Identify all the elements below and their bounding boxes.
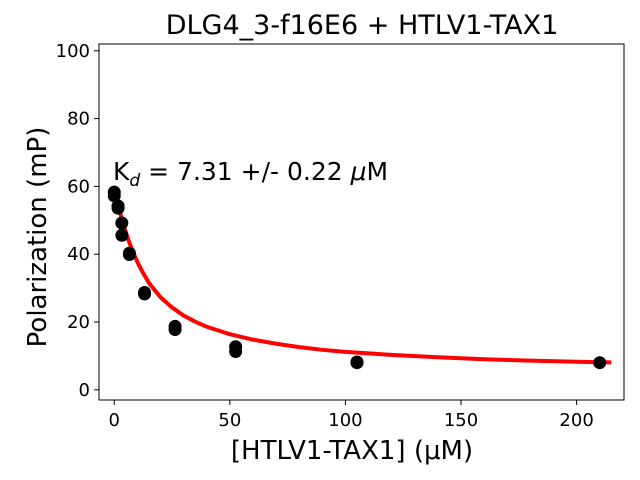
data-point (138, 287, 152, 301)
data-point (111, 201, 125, 215)
kd-subscript: d (129, 171, 140, 191)
x-axis-ticks: 0 50 100 150 200 (109, 400, 594, 431)
data-point (107, 189, 121, 203)
y-tick-label: 20 (67, 312, 90, 333)
kd-symbol: K (113, 157, 130, 186)
y-tick-label: 80 (67, 109, 90, 130)
plot-frame (98, 43, 625, 401)
y-tick-label: 100 (56, 41, 90, 62)
x-tick-label: 150 (444, 410, 478, 431)
y-tick-label: 40 (67, 244, 90, 265)
data-point (593, 356, 607, 370)
x-tick-label: 0 (109, 410, 120, 431)
kd-unit-prefix: μ (350, 157, 367, 186)
data-point (229, 345, 243, 359)
data-point (122, 248, 136, 262)
y-tick-label: 60 (67, 176, 90, 197)
plot-area (107, 185, 612, 370)
data-point (168, 322, 182, 336)
y-tick-label: 0 (79, 380, 90, 401)
x-tick-label: 50 (218, 410, 241, 431)
data-point (350, 356, 364, 370)
kd-unit: M (367, 157, 389, 186)
data-point (115, 216, 129, 230)
y-axis-label: Polarization (mP) (23, 127, 53, 348)
x-tick-label: 100 (328, 410, 362, 431)
data-points-layer (107, 185, 607, 370)
kd-annotation: Kd = 7.31 +/- 0.22 μM (113, 157, 388, 191)
chart-title: DLG4_3-f16E6 + HTLV1-TAX1 (166, 10, 559, 41)
y-axis-ticks: 0 20 40 60 80 100 (56, 41, 99, 401)
x-tick-label: 200 (559, 410, 593, 431)
kd-value: = 7.31 +/- 0.22 (140, 157, 350, 186)
data-point (115, 228, 129, 242)
x-axis-label: [HTLV1-TAX1] (μM) (231, 436, 473, 466)
